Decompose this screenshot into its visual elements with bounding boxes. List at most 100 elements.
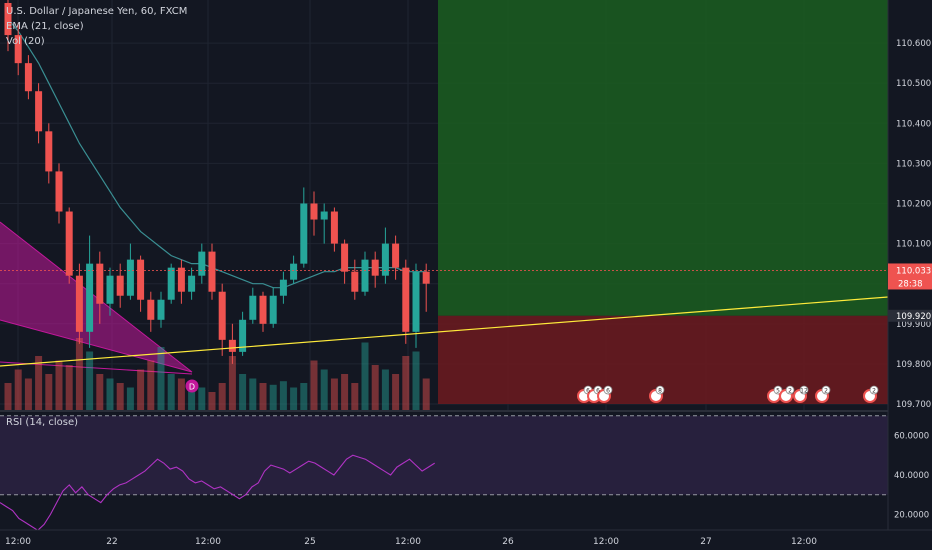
candle-body	[361, 259, 369, 292]
candle-body	[310, 203, 318, 220]
candle-body	[35, 91, 43, 132]
volume-bar	[259, 383, 267, 410]
volume-bar	[320, 369, 328, 410]
volume-bar	[96, 374, 104, 410]
volume-bar	[116, 383, 124, 410]
price-tick-label: 109.800	[896, 360, 931, 370]
candle-body	[167, 267, 175, 300]
event-count: 2	[824, 388, 828, 395]
candle-body	[157, 299, 165, 320]
candle-body	[86, 263, 94, 332]
candle-body	[341, 243, 349, 272]
price-tick-label: 110.100	[896, 240, 931, 250]
volume-bar	[249, 378, 257, 410]
candle-body	[137, 259, 145, 300]
countdown-label: 28:38	[898, 279, 923, 289]
volume-bar	[65, 365, 73, 410]
event-count-bubble	[603, 385, 613, 395]
volume-bar	[45, 374, 53, 410]
candle-body	[320, 211, 328, 220]
price-tick-label: 110.300	[896, 159, 931, 169]
volume-bar	[351, 383, 359, 410]
time-tick-label: 26	[502, 537, 514, 547]
event-count-bubble	[655, 385, 665, 395]
volume-bar	[392, 374, 400, 410]
legend-vol: Vol (20)	[6, 36, 45, 47]
pattern-marker-label: D	[189, 383, 195, 392]
candle-body	[188, 275, 196, 292]
entry-price-badge	[888, 309, 932, 322]
volume-bar	[290, 387, 298, 410]
price-tick-label: 110.600	[896, 39, 931, 49]
volume-bar	[330, 378, 338, 410]
candle-body	[126, 259, 134, 296]
volume-bar	[402, 356, 410, 410]
legend-ema: EMA (21, close)	[6, 21, 84, 32]
rsi-tick-label: 40.0000	[894, 471, 929, 481]
candle-body	[330, 211, 338, 244]
candle-body	[239, 319, 247, 352]
volume-bar	[86, 351, 94, 410]
candle-body	[249, 295, 257, 320]
time-axis-bg	[0, 530, 932, 550]
event-markers	[577, 385, 879, 403]
volume-bar	[14, 369, 22, 410]
volume-bar	[269, 384, 277, 410]
legend-rsi: RSI (14, close)	[6, 417, 79, 428]
time-tick-label: 27	[700, 537, 711, 547]
rsi-tick-label: 60.0000	[894, 432, 929, 442]
candle-body	[371, 259, 379, 276]
candle-body	[65, 211, 73, 276]
volume-bar	[35, 356, 43, 410]
profit-zone	[438, 0, 888, 316]
time-tick-label: 12:00	[791, 537, 817, 547]
event-count: 6	[586, 388, 590, 395]
candle-body	[106, 275, 114, 304]
candle-body	[75, 275, 83, 332]
volume-bar	[208, 392, 216, 410]
time-tick-label: 12:00	[195, 537, 221, 547]
candle-body	[228, 339, 236, 352]
volume-bar	[422, 378, 430, 410]
volume-bar	[218, 383, 226, 410]
ema-line	[7, 18, 427, 289]
event-count: 2	[788, 388, 792, 395]
volume-bar	[55, 360, 63, 410]
volume-bar	[310, 360, 318, 410]
volume-bar	[239, 374, 247, 410]
event-count-bubble	[799, 385, 809, 395]
candle-body	[402, 267, 410, 332]
price-tick-label: 109.900	[896, 320, 931, 330]
volume-bar	[381, 369, 389, 410]
volume-bar	[188, 383, 196, 410]
candle-body	[422, 271, 430, 284]
event-count: 6	[596, 388, 600, 395]
legend-symbol: U.S. Dollar / Japanese Yen, 60, FXCM	[6, 6, 188, 17]
time-tick-label: 12:00	[593, 537, 619, 547]
pane-separator	[0, 410, 932, 412]
volume-bar	[361, 342, 369, 410]
rsi-band	[0, 415, 888, 495]
time-tick-label: 25	[304, 537, 315, 547]
event-count: 6	[606, 388, 610, 395]
candle-body	[300, 203, 308, 264]
pattern-marker-circle	[185, 379, 199, 393]
volume-bar	[341, 374, 349, 410]
event-count-bubble	[773, 385, 783, 395]
volume-bar	[126, 387, 134, 410]
volume-bar	[24, 378, 32, 410]
volume-bar	[137, 369, 145, 410]
rsi-tick-label: 20.0000	[894, 511, 929, 521]
time-tick-label: 22	[106, 537, 117, 547]
event-count-bubble	[869, 385, 879, 395]
volume-bar	[198, 387, 206, 410]
time-tick-label: 12:00	[5, 537, 31, 547]
candle-body	[147, 299, 155, 320]
trendline	[0, 296, 889, 367]
candle-body	[177, 267, 185, 292]
event-count: 12	[800, 388, 808, 395]
volume-bar	[300, 383, 308, 410]
candle-body	[269, 295, 277, 324]
candle-body	[198, 251, 206, 276]
